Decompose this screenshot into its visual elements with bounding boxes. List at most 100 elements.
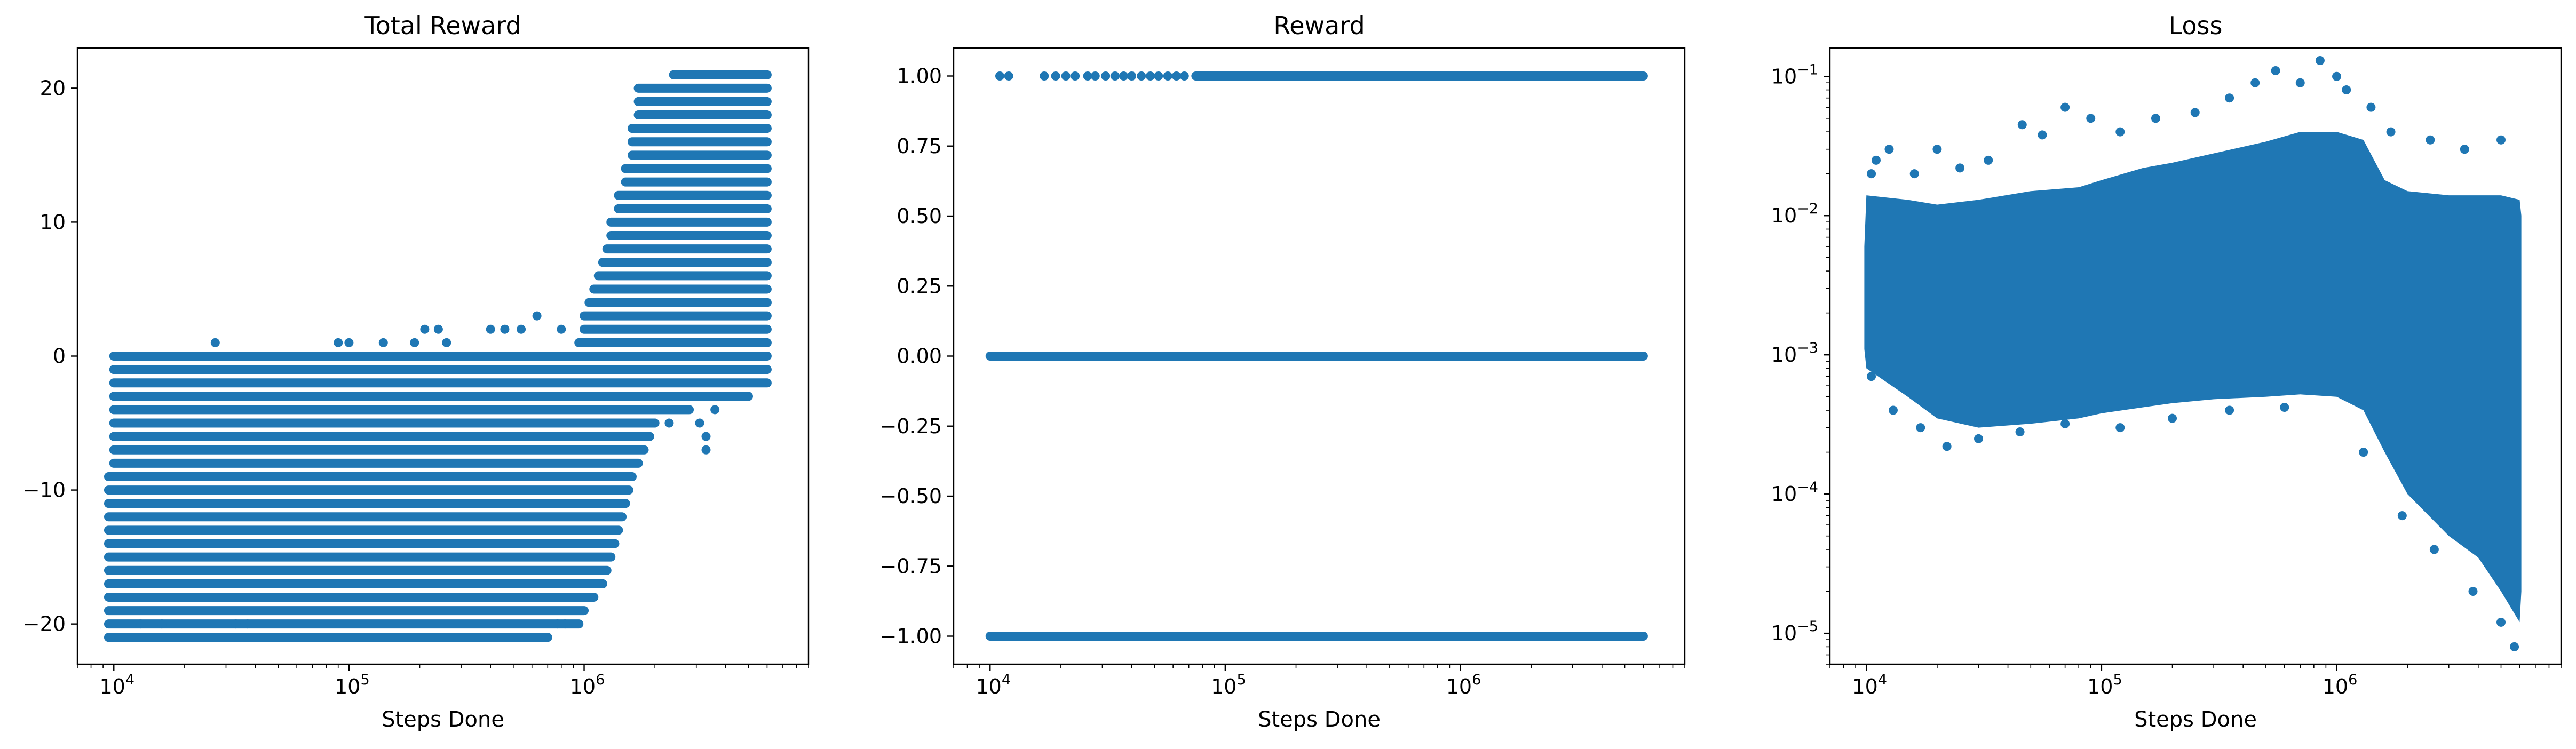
data-point <box>1884 145 1894 154</box>
x-tick-label: 106 <box>1446 672 1481 698</box>
data-point <box>210 338 220 347</box>
y-tick: −0.75 <box>880 554 954 578</box>
data-point <box>136 619 145 629</box>
plot-frame <box>76 47 810 665</box>
x-tick-base: 10 <box>1211 675 1237 698</box>
data-point <box>2190 108 2200 117</box>
x-tick-exponent: 5 <box>2113 672 2122 688</box>
point-band <box>104 565 612 575</box>
data-point <box>2332 71 2342 81</box>
data-point <box>2342 85 2351 95</box>
x-tick-base: 10 <box>2087 675 2113 698</box>
data-point <box>598 352 607 361</box>
y-tick-label: 20 <box>40 76 66 100</box>
y-tick-label: −1.00 <box>880 625 942 648</box>
data-point <box>2510 642 2519 651</box>
data-point <box>2496 617 2506 627</box>
point-band <box>633 83 772 93</box>
data-point <box>695 418 704 428</box>
point-band <box>589 284 772 294</box>
y-tick-label: 0.75 <box>897 134 942 158</box>
chart-title: Reward <box>1273 11 1365 40</box>
y-tick-label: 0.25 <box>897 274 942 298</box>
data-point <box>410 338 419 347</box>
x-tick: 105 <box>2087 664 2122 698</box>
data-point <box>500 324 510 334</box>
data-point <box>157 619 167 629</box>
marks-total-reward <box>104 70 772 642</box>
chart-total-reward: Total Reward −20 −10 0 10 20 104 105 106… <box>23 11 810 732</box>
data-point <box>2060 419 2070 428</box>
data-point <box>1909 169 1919 179</box>
y-tick: −20 <box>23 612 77 636</box>
x-tick-exponent: 6 <box>1472 672 1481 688</box>
chart-title: Loss <box>2169 11 2223 40</box>
x-tick-exponent: 6 <box>2348 672 2357 688</box>
data-point <box>2015 427 2025 436</box>
point-band <box>109 445 649 455</box>
y-tick: 10−4 <box>1771 479 1830 506</box>
x-tick-exponent: 4 <box>1002 672 1011 688</box>
point-band <box>104 606 589 616</box>
data-point <box>701 445 711 455</box>
x-tick-exponent: 5 <box>360 672 369 688</box>
data-point <box>517 324 526 334</box>
data-point <box>1090 71 1100 81</box>
data-point <box>2017 120 2027 130</box>
x-tick-label: 104 <box>976 672 1011 698</box>
x-tick: 105 <box>1211 664 1246 698</box>
y-tick-label: 10−2 <box>1771 201 1818 227</box>
data-point <box>231 619 241 629</box>
x-tick-base: 10 <box>335 675 360 698</box>
point-band <box>580 311 772 321</box>
data-point <box>2397 511 2407 521</box>
y-tick: −1.00 <box>880 625 954 648</box>
data-point <box>1051 71 1060 81</box>
data-point <box>2460 145 2469 154</box>
data-point <box>2426 135 2435 145</box>
y-tick-label: −0.75 <box>880 554 942 578</box>
data-point <box>2429 545 2439 554</box>
data-point <box>486 324 495 334</box>
data-point <box>2038 130 2047 140</box>
x-tick-base: 10 <box>1446 675 1472 698</box>
point-band <box>627 137 772 147</box>
data-point <box>1942 442 1952 451</box>
point-band <box>602 244 772 254</box>
point-band <box>593 271 772 281</box>
data-point <box>2366 102 2376 112</box>
data-point <box>433 324 443 334</box>
data-point <box>2115 127 2125 137</box>
y-tick-exponent: −5 <box>1797 618 1818 635</box>
data-point <box>2280 403 2289 412</box>
y-tick-label: 10−3 <box>1771 340 1818 366</box>
y-tick: 1.00 <box>897 65 954 88</box>
y-tick: 0.25 <box>897 274 954 298</box>
data-point <box>2250 78 2260 87</box>
x-tick-base: 10 <box>1852 675 1877 698</box>
point-band <box>104 552 616 562</box>
y-axis-ticks: −20 −10 0 10 20 <box>23 76 77 636</box>
point-band <box>614 204 772 213</box>
x-tick-exponent: 5 <box>1237 672 1246 688</box>
point-cloud <box>1864 132 2522 623</box>
data-point <box>2086 114 2096 123</box>
y-tick-label: −10 <box>23 479 66 502</box>
plot-frame <box>953 47 1686 665</box>
y-tick-label: 1.00 <box>897 65 942 88</box>
data-point <box>995 71 1004 81</box>
data-point <box>2060 102 2070 112</box>
y-tick: 10−1 <box>1771 61 1830 88</box>
point-band <box>104 592 599 602</box>
marks-loss <box>1864 56 2522 651</box>
data-point <box>1083 71 1092 81</box>
y-tick: 20 <box>40 76 77 100</box>
data-point <box>243 619 252 629</box>
point-band <box>104 472 637 481</box>
x-tick: 106 <box>1446 664 1481 698</box>
point-band <box>109 405 694 415</box>
point-band <box>104 633 552 642</box>
data-point <box>1004 71 1013 81</box>
chart-reward: Reward −1.00 −0.75 −0.50 −0.25 0.00 0.25… <box>880 11 1686 732</box>
data-point <box>1163 71 1172 81</box>
